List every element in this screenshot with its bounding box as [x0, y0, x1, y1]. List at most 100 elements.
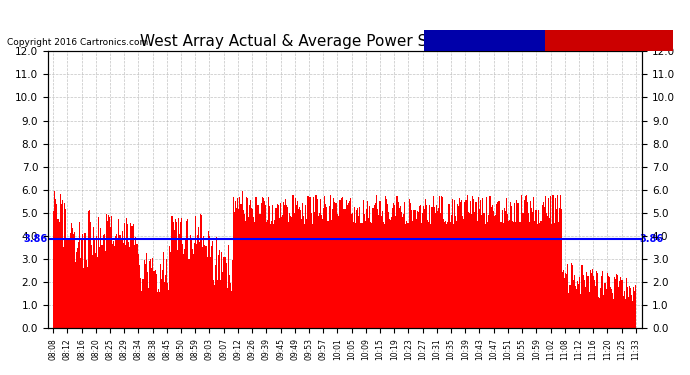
Bar [376, 195, 377, 328]
Bar [273, 224, 275, 328]
Bar [288, 222, 289, 328]
Bar [497, 202, 498, 328]
Bar [422, 213, 423, 328]
Bar [377, 209, 378, 328]
Bar [255, 198, 257, 328]
Bar [148, 288, 149, 328]
Bar [530, 201, 531, 328]
Bar [160, 264, 161, 328]
Bar [618, 287, 620, 328]
Bar [522, 213, 523, 328]
Bar [60, 194, 61, 328]
Bar [234, 213, 235, 328]
Bar [423, 206, 424, 328]
Bar [321, 215, 322, 328]
Bar [354, 207, 355, 328]
Bar [198, 226, 199, 328]
Bar [54, 192, 55, 328]
Bar [200, 214, 201, 328]
Bar [539, 223, 540, 328]
Bar [247, 198, 248, 328]
Bar [547, 216, 549, 328]
Bar [441, 196, 442, 328]
Bar [334, 202, 335, 328]
Bar [464, 202, 466, 328]
Bar [243, 210, 244, 328]
Bar [99, 247, 100, 328]
Bar [629, 286, 630, 328]
Bar [159, 292, 160, 328]
Bar [145, 264, 146, 328]
Bar [167, 283, 168, 328]
Bar [367, 201, 368, 328]
Bar [358, 216, 359, 328]
Bar [144, 260, 145, 328]
Bar [567, 264, 569, 328]
Bar [331, 220, 332, 328]
Bar [463, 219, 464, 328]
Bar [350, 198, 351, 328]
Bar [594, 280, 595, 328]
Bar [286, 205, 287, 328]
Bar [316, 195, 317, 328]
Bar [477, 221, 478, 328]
Bar [508, 221, 509, 328]
Bar [608, 276, 609, 328]
Bar [456, 221, 457, 328]
Bar [305, 205, 306, 328]
Bar [58, 219, 59, 328]
Bar [427, 219, 428, 328]
Bar [627, 287, 628, 328]
Bar [460, 202, 461, 328]
Bar [239, 197, 241, 328]
Bar [111, 216, 112, 328]
Bar [66, 238, 68, 328]
Bar [176, 222, 177, 328]
Bar [378, 215, 380, 328]
Bar [425, 199, 426, 328]
Bar [112, 244, 113, 328]
Bar [509, 220, 510, 328]
Bar [445, 221, 446, 328]
Bar [486, 222, 488, 328]
Bar [235, 201, 236, 328]
Bar [282, 214, 283, 328]
Bar [179, 234, 180, 328]
Bar [340, 200, 342, 328]
Bar [633, 287, 634, 328]
Bar [576, 290, 577, 328]
Bar [558, 222, 559, 328]
Bar [299, 207, 300, 328]
Bar [438, 208, 439, 328]
Bar [175, 219, 176, 328]
Bar [279, 203, 281, 328]
Bar [502, 223, 504, 328]
Bar [224, 257, 226, 328]
Bar [420, 206, 421, 328]
Bar [435, 213, 436, 328]
Bar [201, 214, 202, 328]
Bar [364, 220, 366, 328]
Bar [151, 268, 152, 328]
Bar [600, 288, 601, 328]
Bar [113, 241, 114, 328]
Bar [257, 206, 259, 328]
Bar [313, 196, 314, 328]
Bar [79, 222, 80, 328]
Bar [304, 224, 305, 328]
Bar [406, 221, 407, 328]
Bar [339, 200, 340, 328]
Bar [472, 196, 473, 328]
Bar [236, 208, 237, 328]
Bar [559, 208, 560, 328]
Bar [543, 202, 544, 328]
Bar [168, 290, 169, 328]
Bar [163, 252, 164, 328]
Bar [281, 217, 282, 328]
Bar [238, 209, 239, 328]
Bar [76, 252, 77, 328]
Bar [482, 198, 484, 328]
Bar [560, 195, 561, 328]
Bar [366, 209, 367, 328]
Bar [546, 213, 547, 328]
